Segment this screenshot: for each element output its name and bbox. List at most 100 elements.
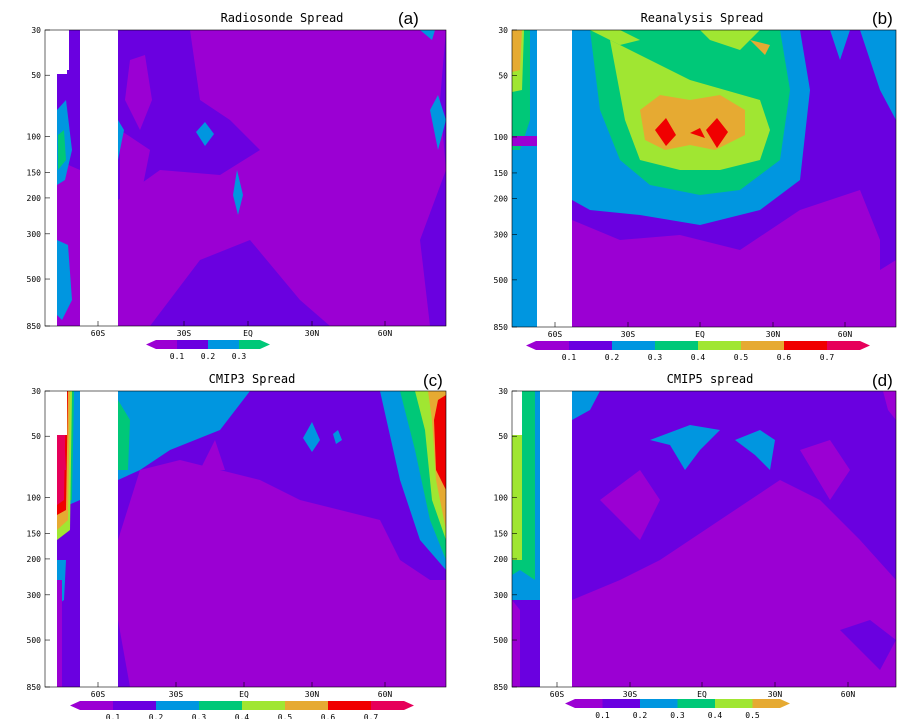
y-tick-label: 300: [494, 231, 509, 240]
y-tick-label: 850: [27, 683, 42, 692]
colorbar-swatch: [177, 340, 208, 349]
colorbar-label: 0.3: [232, 352, 247, 361]
y-tick-label: 300: [494, 591, 509, 600]
contour-region: [572, 391, 600, 420]
colorbar-label: 0.2: [201, 352, 216, 361]
contour-region: [200, 440, 225, 470]
colorbar-label: 0.6: [321, 713, 336, 719]
contour-region: [706, 118, 728, 148]
contour-region: [58, 130, 66, 170]
y-tick-label: 30: [31, 387, 41, 396]
y-tick-label: 300: [27, 591, 42, 600]
colorbar-swatch: [242, 701, 285, 710]
contour-region: [690, 128, 705, 138]
x-tick-label: 30S: [623, 690, 638, 699]
contour-region: [118, 400, 130, 470]
panel-label: (a): [398, 9, 419, 28]
panel-label: (c): [423, 371, 443, 390]
contour-region: [118, 120, 124, 160]
x-tick-label: 60N: [838, 330, 853, 339]
contour-region: [700, 30, 760, 50]
missing-data: [57, 30, 67, 74]
colorbar-label: 0.3: [192, 713, 207, 719]
plot-frame: [511, 29, 897, 328]
y-tick-label: 150: [27, 529, 42, 538]
x-tick-label: 60N: [378, 329, 393, 338]
contour-region: [57, 580, 62, 687]
y-axis: 30 50 100 150 200 300 500 850: [27, 26, 50, 331]
contour-field: [512, 30, 896, 327]
colorbar-label: 0.1: [562, 353, 577, 362]
colorbar-label: 0.7: [820, 353, 835, 362]
colorbar-swatch: [612, 341, 655, 350]
plot-frame: [44, 390, 447, 688]
contour-region: [196, 122, 214, 146]
contour-region: [118, 460, 446, 687]
y-tick-label: 30: [498, 26, 508, 35]
y-tick-label: 50: [31, 432, 41, 441]
y-tick-label: 500: [27, 636, 42, 645]
contour-region: [57, 240, 72, 320]
colorbar: 0.1 0.2 0.3 0.4 0.5 0.6 0.7: [70, 701, 414, 719]
colorbar-swatch: [698, 341, 741, 350]
y-tick-label: 500: [494, 636, 509, 645]
y-axis: 30 50 100 150 200 300 500 850: [27, 387, 50, 692]
y-tick-label: 500: [494, 276, 509, 285]
colorbar-swatch: [715, 699, 753, 708]
colorbar-label: 0.4: [708, 711, 723, 719]
contour-region: [333, 430, 342, 444]
colorbar-label: 0.7: [364, 713, 379, 719]
colorbar-swatch: [371, 701, 414, 710]
colorbar-label: 0.5: [734, 353, 749, 362]
missing-data: [80, 30, 118, 326]
colorbar-label: 0.2: [633, 711, 648, 719]
colorbar: 0.1 0.2 0.3: [146, 340, 270, 361]
panel-a: Radiosonde Spread (a) 30 50 100 150 200 300 50…: [27, 9, 447, 361]
contour-region: [650, 425, 720, 470]
x-axis: 60S 30S EQ 30N 60N: [548, 322, 853, 339]
x-tick-label: 30N: [305, 690, 320, 699]
contour-region: [830, 30, 850, 60]
contour-region: [572, 480, 896, 687]
x-tick-label: EQ: [243, 329, 253, 338]
x-tick-label: EQ: [697, 690, 707, 699]
contour-field: [57, 30, 446, 326]
x-tick-label: 30N: [305, 329, 320, 338]
panel-d: CMIP5 spread (d) 3050100150200300500850 …: [494, 371, 897, 719]
colorbar-swatch: [602, 699, 640, 708]
x-tick-label: 30S: [621, 330, 636, 339]
contour-region: [572, 190, 896, 327]
colorbar-label: 0.1: [106, 713, 121, 719]
colorbar-swatch: [677, 699, 715, 708]
contour-region: [640, 95, 745, 150]
contour-field: [512, 391, 896, 687]
y-tick-label: 200: [494, 194, 509, 203]
y-tick-label: 30: [31, 26, 41, 35]
y-tick-label: 100: [27, 133, 42, 142]
colorbar-swatch: [526, 341, 569, 350]
y-tick-label: 200: [27, 194, 42, 203]
missing-data: [67, 30, 69, 70]
contour-region: [125, 55, 152, 130]
x-tick-label: 60S: [550, 690, 565, 699]
y-tick-label: 850: [27, 322, 42, 331]
y-tick-label: 100: [27, 494, 42, 503]
x-axis: 60S 30S EQ 30N 60N: [91, 321, 393, 338]
contour-region: [118, 30, 446, 326]
y-tick-label: 200: [494, 555, 509, 564]
contour-region: [840, 620, 896, 670]
contour-region: [434, 395, 446, 490]
x-tick-label: 60N: [841, 690, 856, 699]
x-tick-label: 60S: [91, 690, 106, 699]
contour-region: [512, 136, 537, 146]
contour-region: [800, 440, 850, 500]
missing-data: [57, 391, 67, 435]
contour-region: [600, 470, 660, 540]
contour-region: [430, 95, 446, 150]
colorbar-label: 0.6: [777, 353, 792, 362]
colorbar-swatch: [655, 341, 698, 350]
colorbar-swatch: [146, 340, 177, 349]
colorbar-label: 0.4: [235, 713, 250, 719]
contour-region: [750, 40, 770, 55]
colorbar-swatch: [239, 340, 270, 349]
